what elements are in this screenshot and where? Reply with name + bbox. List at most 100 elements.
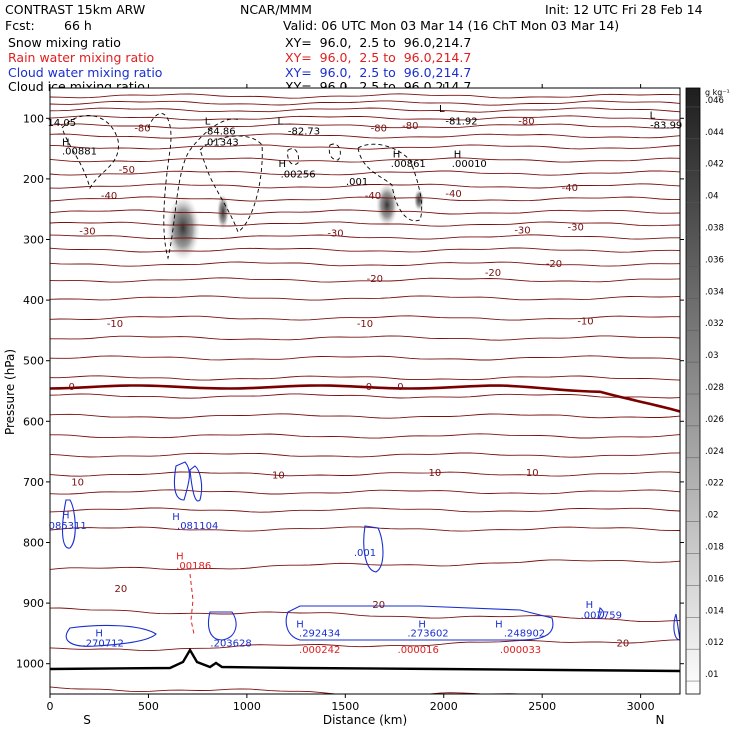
colorbar-tick-label-7: .024 — [705, 447, 724, 457]
colorbar-tick-label-9: .028 — [705, 383, 724, 393]
temp-label-12: -30 — [568, 222, 584, 233]
isotherm-17 — [50, 295, 680, 301]
y-tick-label-1: 200 — [23, 173, 44, 186]
snow-label-10: .00881 — [62, 147, 97, 158]
valid-time: Valid: 06 UTC Mon 03 Mar 14 (16 ChT Mon … — [283, 18, 620, 33]
ice-shade-2 — [376, 183, 398, 227]
temp-label-0: -80 — [134, 124, 150, 135]
cloudwater-contour-4 — [65, 624, 157, 647]
cloudwater-contour-5 — [207, 611, 237, 641]
temp-label-6: -40 — [365, 191, 381, 202]
zero-isotherm — [50, 384, 680, 413]
isotherm-13 — [50, 234, 680, 240]
y-tick-label-9: 1000 — [16, 658, 44, 671]
colorbar-tick-label-18: .046 — [705, 96, 724, 106]
ice-contour-2 — [199, 135, 263, 233]
isotherm-16 — [50, 277, 680, 283]
cloudwater-label-12: H — [495, 619, 503, 630]
ice-contour-1 — [147, 113, 241, 260]
snow-label-4: L — [439, 104, 445, 115]
snow-label-5: -81.92 — [445, 116, 477, 127]
temp-label-18: -10 — [577, 316, 593, 327]
snow-label-11: .01343 — [204, 138, 239, 149]
snow-label-18: .00010 — [452, 159, 487, 170]
isotherm-30 — [50, 559, 680, 570]
contour-labels: -80 -80 -80 -80 -50 -40 -40 -40 -40 -30 -30 -30 -30 -… — [47, 104, 682, 656]
x-tick-label-4: 2000 — [430, 700, 458, 713]
isotherm-5 — [50, 133, 680, 139]
cloudwater-label-7: .203628 — [210, 639, 251, 650]
field-snow-name: Snow mixing ratio — [8, 35, 121, 50]
temp-label-8: -40 — [562, 183, 578, 194]
colorbar-tick-label-14: .038 — [705, 224, 724, 234]
terrain-line — [50, 647, 680, 673]
isotherm-31 — [50, 607, 680, 623]
snow-label-6: L — [650, 110, 656, 121]
x-tick-label-6: 3000 — [627, 700, 655, 713]
temp-label-21: 0 — [397, 382, 403, 393]
colorbar-tick-label-13: .036 — [705, 255, 724, 265]
rain-label-0: H — [176, 552, 184, 563]
center-name: NCAR/MMM — [240, 2, 312, 17]
y-axis-label: Pressure (hPa) — [3, 349, 17, 435]
isotherm-10 — [50, 196, 680, 202]
snow-label-13: .00256 — [281, 170, 316, 181]
cloudwater-contour-6 — [285, 605, 554, 641]
colorbar-unit: g kg⁻¹ — [705, 88, 730, 97]
field-rain-xy: XY= 96.0, 2.5 to 96.0,214.7 — [285, 50, 472, 65]
snow-label-2: L — [278, 116, 284, 127]
snow-label-3: -82.73 — [288, 127, 320, 138]
cloudwater-contour-1 — [173, 461, 190, 501]
x-axis-label: Distance (km) — [323, 713, 407, 727]
temp-label-7: -40 — [445, 189, 461, 200]
rain-label-4: .000033 — [500, 645, 541, 656]
isotherm-15 — [50, 261, 680, 267]
isotherm-20 — [50, 355, 680, 361]
cloudwater-label-11: .273602 — [407, 628, 448, 639]
colorbar-tick-label-6: .022 — [705, 479, 724, 489]
isotherm-12 — [50, 221, 680, 227]
cloudwater-contour-2 — [189, 465, 203, 502]
plot-frame — [49, 87, 681, 695]
cloudwater-label-10: H — [418, 619, 426, 630]
isotherm-4 — [50, 123, 680, 129]
isotherm-18 — [50, 315, 680, 321]
isotherm-22 — [50, 393, 680, 399]
cloudwater-contour-0 — [61, 499, 76, 549]
cloudwater-label-9: .292434 — [299, 628, 340, 639]
cloudwater-label-1: 085311 — [49, 521, 87, 532]
cloudwater-label-13: .248902 — [504, 628, 545, 639]
cloudwater-label-2: H — [172, 512, 180, 523]
temp-label-26: 20 — [115, 584, 128, 595]
colorbar-tick-label-12: .034 — [705, 287, 724, 297]
colorbar-tick-label-0: .01 — [705, 670, 719, 680]
y-tick-label-0: 100 — [23, 112, 44, 125]
isotherm-28 — [50, 507, 680, 513]
temp-label-22: 10 — [71, 478, 84, 489]
temp-label-20: 0 — [366, 382, 372, 393]
cloudwater-label-8: H — [296, 619, 304, 630]
forecast-label: Fcst: — [5, 18, 35, 33]
cloudwater-contour-3 — [363, 525, 384, 573]
rain-label-1: .00186 — [176, 561, 211, 572]
temp-label-28: 20 — [617, 639, 630, 650]
field-cloudwater-xy: XY= 96.0, 2.5 to 96.0,214.7 — [285, 65, 472, 80]
x-tick-label-1: 500 — [138, 700, 159, 713]
isotherm-9 — [50, 183, 680, 189]
ice-contour-5 — [328, 143, 341, 161]
temp-label-1: -80 — [371, 124, 387, 135]
colorbar-tick-label-1: .012 — [705, 638, 724, 648]
isotherm-7 — [50, 157, 680, 163]
temp-label-23: 10 — [272, 470, 285, 481]
isotherm-26 — [50, 471, 680, 477]
isotherm-0 — [50, 93, 680, 99]
y-tick-label-2: 300 — [23, 234, 44, 247]
colorbar-tick-label-5: .02 — [705, 511, 719, 521]
cloudwater-label-4: .001 — [354, 548, 376, 559]
cloudwater-label-15: .007759 — [581, 610, 622, 621]
y-tick-label-5: 600 — [23, 415, 44, 428]
field-snow-xy: XY= 96.0, 2.5 to 96.0,214.7 — [285, 35, 472, 50]
isotherm-32 — [50, 639, 680, 652]
ice-contour-0 — [61, 115, 119, 190]
